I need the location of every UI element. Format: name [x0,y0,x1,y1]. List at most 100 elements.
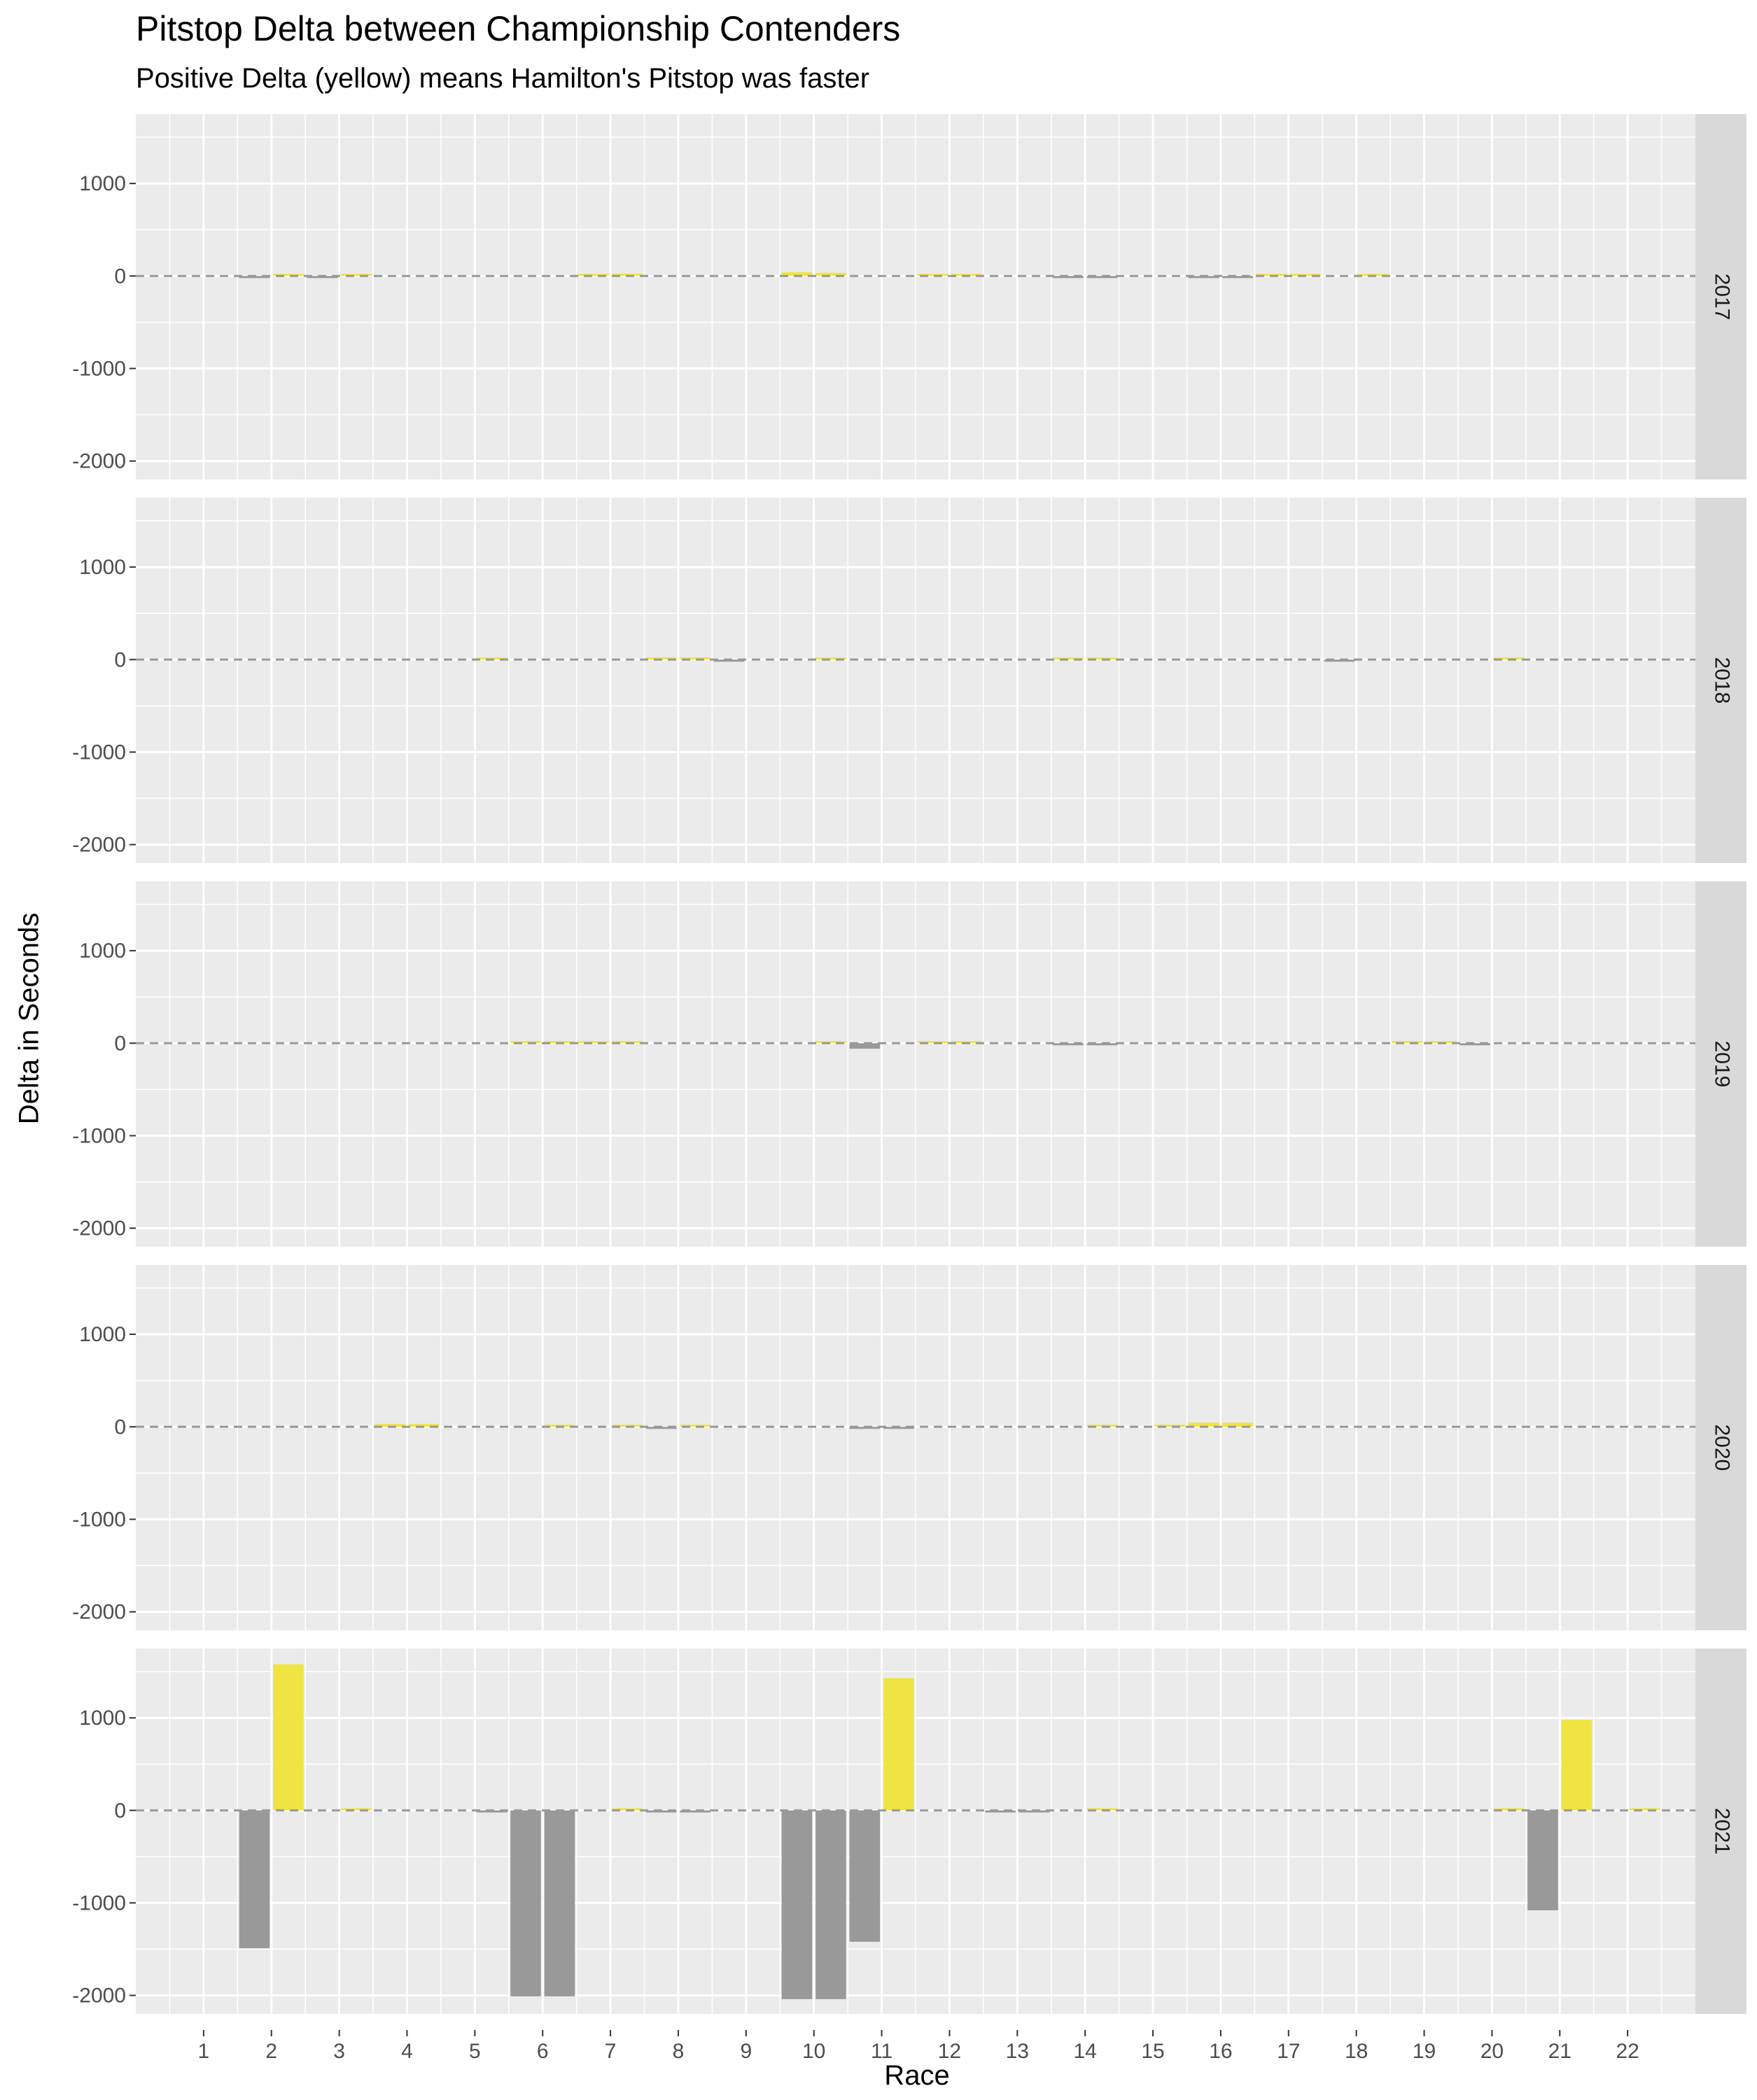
facet-panel-2020: 1000 0 -1000 -2000 2020 [72,1265,1746,1630]
facet-strip [1695,1648,1746,2014]
chart-title: Pitstop Delta between Championship Conte… [136,9,901,48]
bar [1222,276,1253,279]
bar [781,272,813,276]
bar [917,1041,948,1044]
bar [341,274,372,276]
y-tick-label: 0 [114,1415,126,1438]
bar [544,1810,575,1996]
bar [374,1424,406,1427]
bar [816,1810,846,1999]
x-tick-label: 3 [333,2040,345,2063]
y-tick-label: 1000 [79,1323,126,1346]
x-tick-label: 1 [198,2040,210,2063]
facet-strip [1695,498,1746,863]
bar [1561,1719,1592,1811]
x-tick-label: 22 [1616,2040,1639,2063]
bar [1154,1424,1186,1427]
x-tick-label: 7 [605,2040,617,2063]
facet-strip-label: 2019 [1711,1041,1734,1088]
x-tick-label: 20 [1480,2040,1504,2063]
x-tick-label: 15 [1141,2040,1164,2063]
facet-strip-label: 2021 [1711,1808,1734,1855]
bar [408,1424,440,1427]
bar [510,1810,541,1996]
bar [917,274,948,276]
y-tick-label: -2000 [72,834,126,857]
x-tick-label: 11 [871,2040,892,2063]
bar [816,272,846,276]
bar [645,657,677,660]
bar [273,274,304,276]
x-tick-label: 21 [1548,2040,1572,2063]
y-tick-label: 1000 [79,1707,126,1730]
bar [1392,1041,1423,1044]
x-tick-label: 17 [1277,2040,1300,2063]
bar [1222,1422,1253,1427]
x-tick-label: 2 [265,2040,277,2063]
x-tick-label: 10 [802,2040,825,2063]
y-tick-label: 0 [114,1799,126,1822]
facet-strip-label: 2018 [1711,657,1734,704]
facet-strip [1695,114,1746,479]
bar [578,274,609,276]
bar [781,1810,813,1999]
bar [680,1424,710,1427]
y-tick-label: 0 [114,265,126,288]
y-tick-label: -2000 [72,1217,126,1240]
bar [1629,1808,1660,1811]
y-tick-label: 0 [114,1032,126,1055]
bar [680,657,710,660]
facet-panel-2021: 1000 0 -1000 -2000 2021 [72,1648,1746,2014]
bar [1324,659,1355,662]
facet-panel-2018: 1000 0 -1000 -2000 2018 [72,498,1746,863]
y-tick-label: -1000 [72,741,126,764]
bar [578,1041,609,1044]
y-tick-label: -1000 [72,1508,126,1531]
x-tick-label: 5 [469,2040,481,2063]
bar [816,1041,846,1044]
y-tick-label: 1000 [79,939,126,962]
bar [612,273,643,276]
y-tick-label: -1000 [72,1891,126,1914]
bar [239,1810,270,1949]
bar [883,1678,914,1811]
facet-strip-label: 2020 [1711,1424,1734,1471]
bar [510,1041,541,1044]
y-tick-label: 1000 [79,172,126,195]
facet-strip [1695,881,1746,1247]
x-tick-label: 19 [1413,2040,1436,2063]
bar [273,1664,304,1811]
bar [985,1810,1016,1813]
x-tick-label: 13 [1006,2040,1029,2063]
x-tick-label: 4 [401,2040,413,2063]
x-tick-label: 12 [938,2040,961,2063]
y-tick-label: -2000 [72,1601,126,1624]
y-tick-label: -2000 [72,1984,126,2008]
bar [1527,1810,1558,1910]
y-tick-label: -2000 [72,450,126,473]
bar [849,1810,881,1942]
x-axis: 1 2 3 4 5 6 7 8 9 10 11 12 13 14 15 16 17 18 19 20 21 22 [198,2030,1639,2063]
bar [849,1043,881,1049]
bar [1188,1422,1219,1427]
y-tick-label: 1000 [79,556,126,579]
bar [1460,1043,1490,1046]
x-tick-label: 18 [1345,2040,1368,2063]
y-tick-label: -1000 [72,357,126,380]
x-axis-label: Race [884,2060,950,2091]
facet-panel-2019: 1000 0 -1000 -2000 2019 [72,881,1746,1247]
y-tick-label: 0 [114,648,126,671]
x-tick-label: 16 [1209,2040,1232,2063]
x-tick-label: 14 [1073,2040,1096,2063]
bar [680,1810,710,1813]
facet-strip-label: 2017 [1711,274,1734,321]
x-tick-label: 9 [740,2040,752,2063]
facet-strip [1695,1265,1746,1630]
y-tick-label: -1000 [72,1124,126,1147]
x-tick-label: 6 [537,2040,549,2063]
x-tick-label: 8 [673,2040,685,2063]
chart-subtitle: Positive Delta (yellow) means Hamilton's… [136,63,870,94]
facet-panel-2017: 1000 0 -1000 -2000 2017 [72,114,1746,479]
bar [341,1808,372,1811]
